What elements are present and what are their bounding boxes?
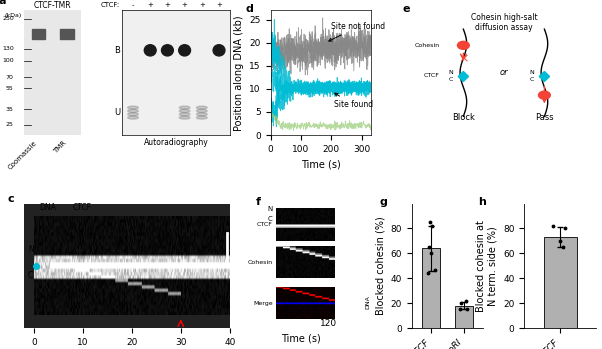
Text: g: g [379, 197, 388, 207]
Text: DNA: DNA [365, 296, 370, 309]
Text: N: N [530, 70, 535, 75]
Title: CTCF-TMR: CTCF-TMR [34, 1, 72, 10]
Text: Merge: Merge [253, 300, 273, 306]
Text: 35: 35 [6, 107, 14, 112]
Text: h: h [478, 197, 486, 207]
Text: 100: 100 [2, 59, 14, 64]
Text: CTCF:: CTCF: [101, 2, 120, 8]
Text: DNA: DNA [39, 203, 55, 212]
Ellipse shape [179, 106, 190, 109]
Text: +: + [147, 2, 153, 8]
Text: 70: 70 [6, 75, 14, 80]
Text: +: + [199, 2, 205, 8]
Text: e: e [403, 4, 410, 14]
Text: CTCF: CTCF [256, 222, 273, 227]
Text: Cohesin: Cohesin [247, 260, 273, 265]
Text: ×: × [458, 53, 468, 66]
Ellipse shape [196, 113, 207, 116]
Bar [60, 29, 74, 39]
Text: +: + [216, 2, 222, 8]
Text: 55: 55 [6, 86, 14, 91]
X-axis label: Autoradiography: Autoradiography [144, 138, 208, 147]
Ellipse shape [128, 113, 138, 116]
Text: Time (s): Time (s) [281, 333, 321, 343]
Text: -: - [132, 2, 134, 8]
Ellipse shape [179, 45, 190, 56]
Ellipse shape [196, 106, 207, 109]
Text: 120: 120 [320, 319, 337, 328]
Text: CTCF: CTCF [73, 203, 92, 212]
Text: Site found: Site found [335, 93, 374, 109]
Text: B: B [114, 46, 120, 55]
Text: a: a [0, 0, 6, 6]
Text: Site not found: Site not found [329, 22, 385, 41]
Text: +: + [182, 2, 188, 8]
Ellipse shape [213, 45, 225, 56]
Text: c: c [8, 194, 14, 203]
Circle shape [539, 91, 550, 99]
Text: C: C [28, 271, 33, 280]
Text: 130: 130 [2, 46, 14, 51]
Text: CTCF: CTCF [424, 73, 439, 78]
Bar [31, 29, 45, 39]
Text: N: N [28, 245, 34, 254]
Text: Cohesin high-salt
diffusion assay: Cohesin high-salt diffusion assay [471, 13, 537, 32]
Text: d: d [246, 4, 253, 14]
Text: N: N [267, 206, 273, 212]
Y-axis label: Blocked cohesin at
N term. side (%): Blocked cohesin at N term. side (%) [476, 220, 497, 312]
Bar [455, 306, 473, 328]
Ellipse shape [196, 109, 207, 112]
Polygon shape [458, 72, 468, 81]
Text: U: U [114, 108, 120, 117]
Text: (kDa): (kDa) [4, 13, 21, 18]
Text: Pass: Pass [535, 113, 554, 122]
X-axis label: Time (s): Time (s) [301, 159, 341, 169]
Bar [423, 248, 440, 328]
Text: C: C [449, 77, 453, 82]
Ellipse shape [179, 109, 190, 112]
Text: Block: Block [452, 113, 475, 122]
Ellipse shape [196, 116, 207, 119]
Text: f: f [256, 197, 261, 207]
Ellipse shape [128, 116, 138, 119]
Ellipse shape [179, 116, 190, 119]
Bar [544, 237, 577, 328]
Text: or: or [500, 68, 508, 77]
Polygon shape [539, 72, 550, 81]
Text: 250: 250 [2, 16, 14, 21]
Y-axis label: Position along DNA (kb): Position along DNA (kb) [234, 15, 244, 131]
Ellipse shape [179, 113, 190, 116]
Text: Cohesin: Cohesin [414, 43, 439, 48]
Ellipse shape [161, 45, 173, 56]
Text: C: C [530, 77, 535, 82]
Ellipse shape [144, 45, 156, 56]
Text: C: C [268, 216, 273, 222]
Ellipse shape [128, 109, 138, 112]
Text: 25: 25 [6, 122, 14, 127]
Text: +: + [164, 2, 170, 8]
Y-axis label: Blocked cohesin (%): Blocked cohesin (%) [375, 216, 385, 315]
Circle shape [458, 42, 470, 49]
Text: N: N [448, 70, 453, 75]
Ellipse shape [128, 106, 138, 109]
